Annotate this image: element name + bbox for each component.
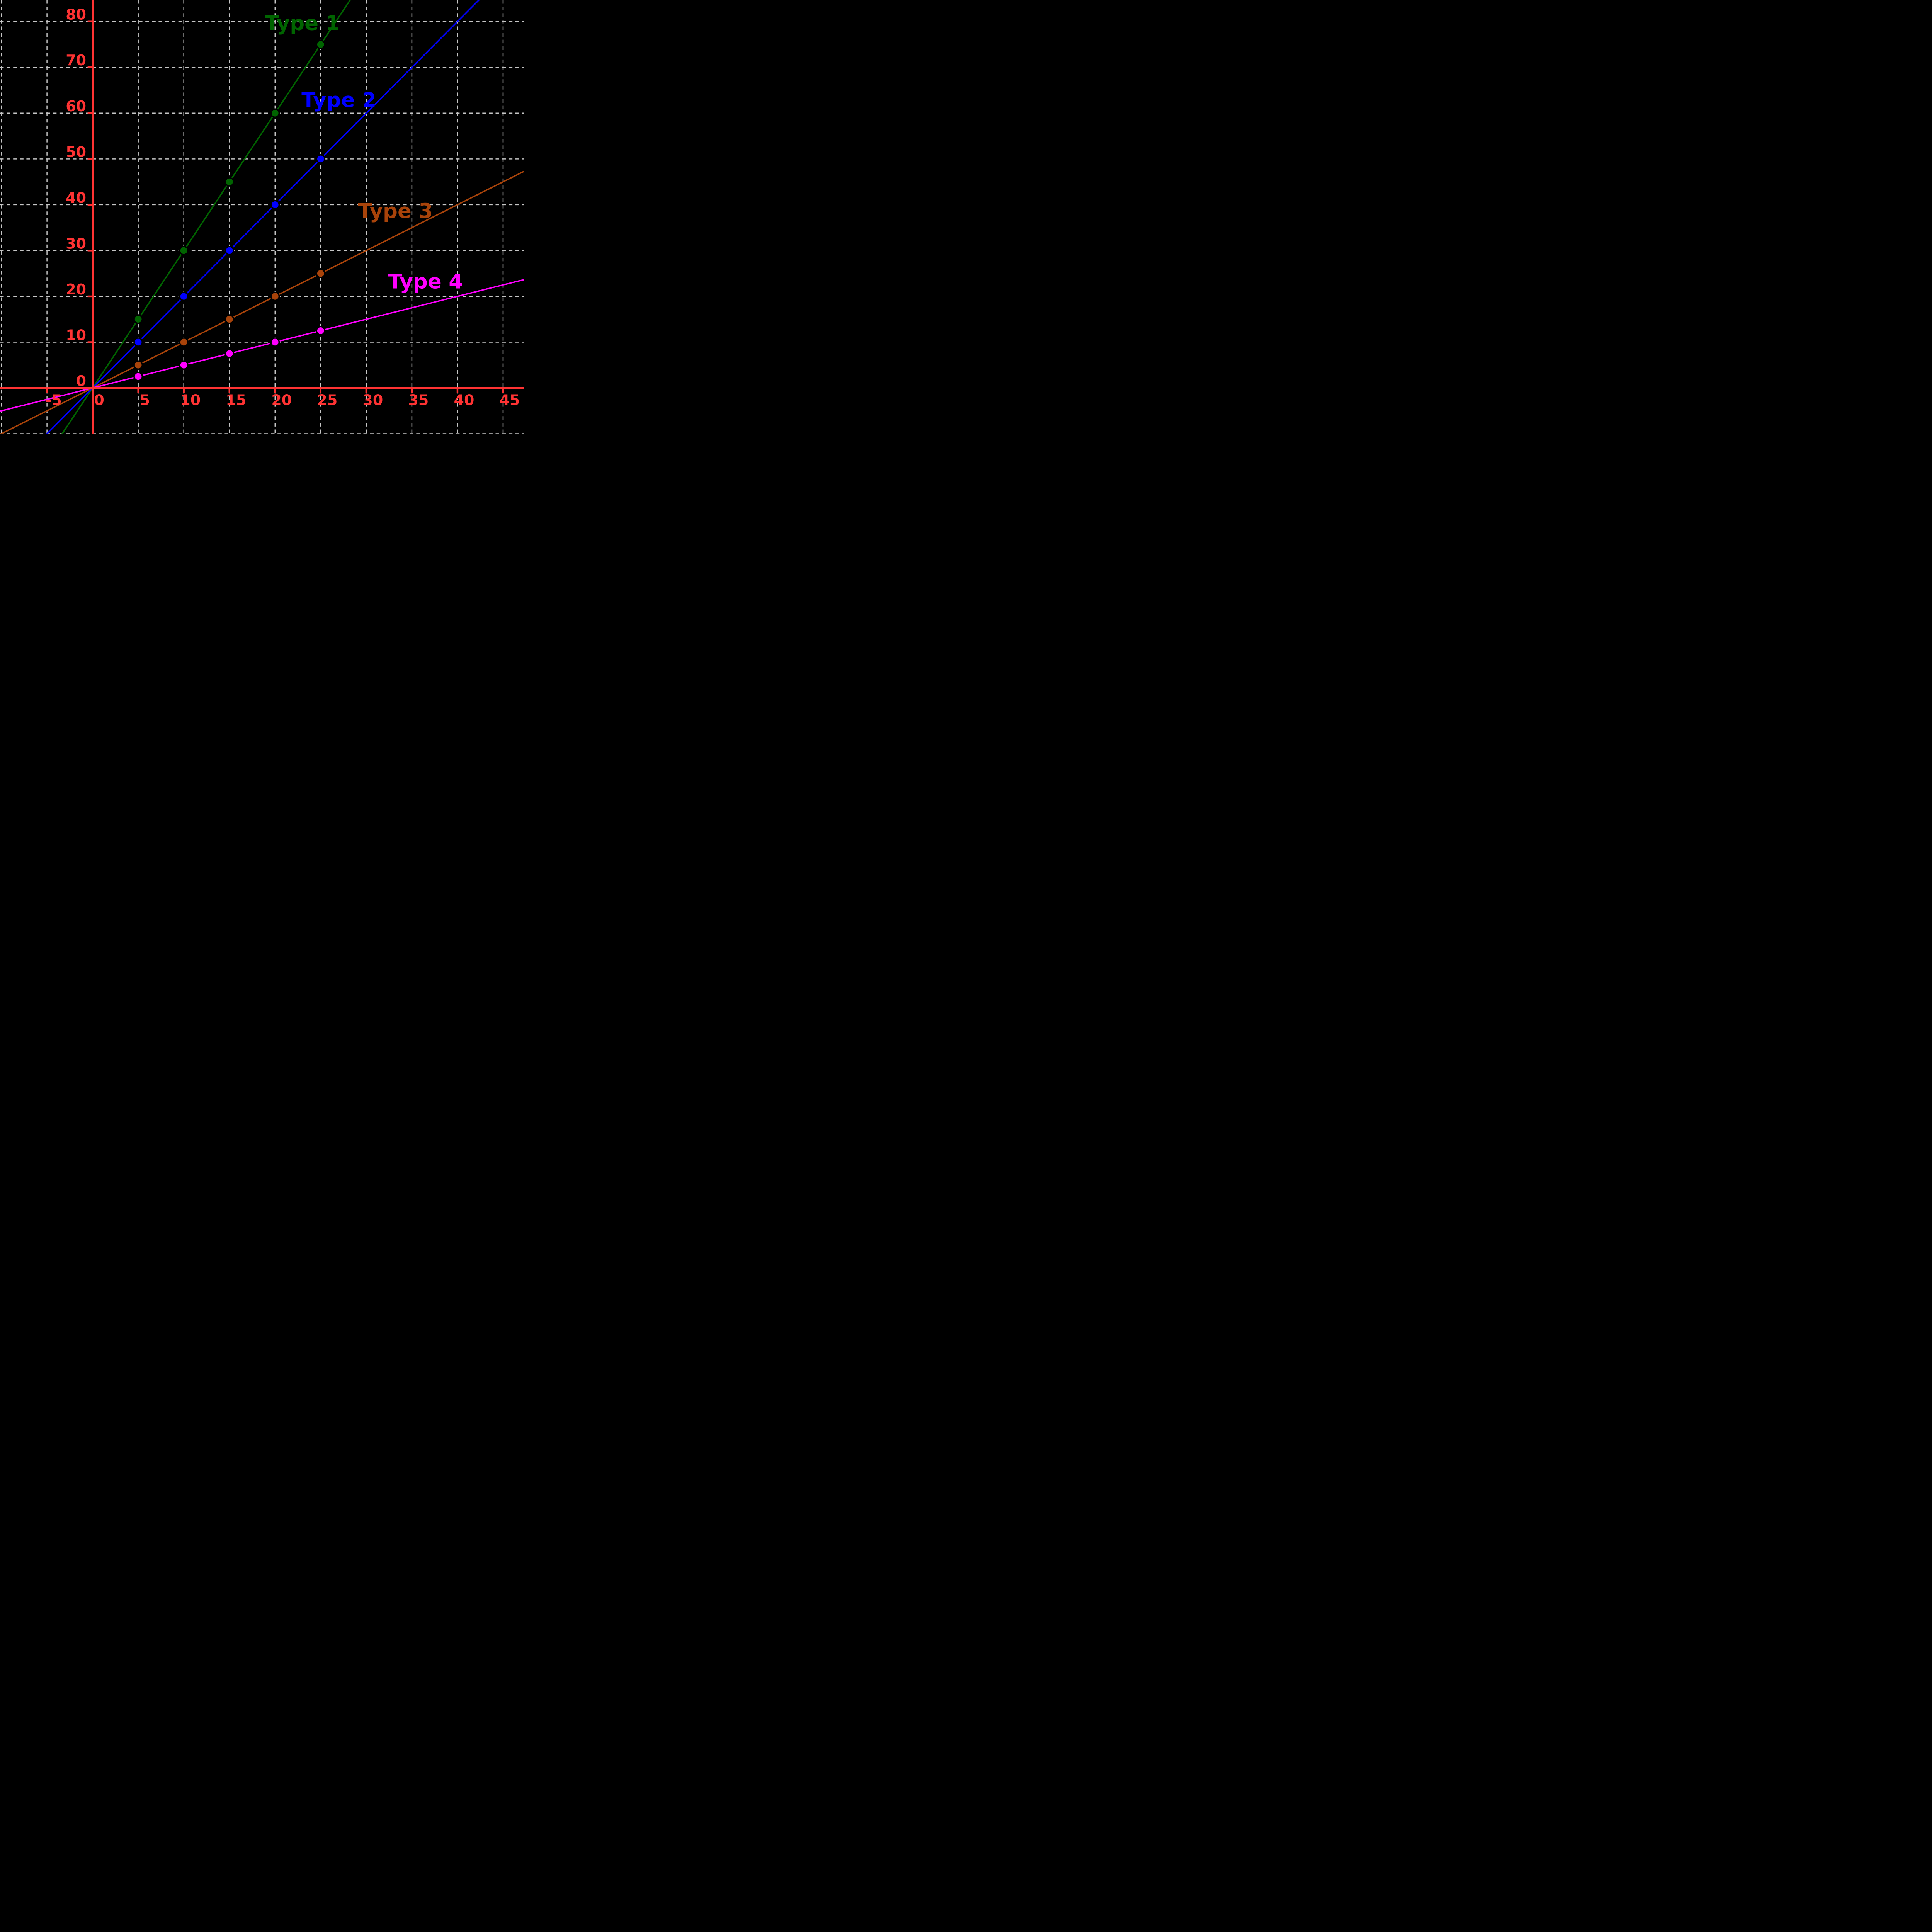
- x-tick-label: 15: [226, 392, 246, 409]
- data-point-type-4: [179, 360, 189, 370]
- data-point-type-3: [270, 291, 280, 301]
- data-point-type-1: [179, 246, 189, 255]
- data-point-type-1: [270, 108, 280, 118]
- data-point-type-2: [133, 337, 143, 347]
- data-point-type-2: [316, 154, 326, 164]
- y-tick-label: 0: [76, 372, 86, 389]
- line-chart-figure: -5 0 5 10 15 20 25 30 35 40 45 0 10 20 30 40 50 60 70 80 Typ…: [0, 0, 524, 434]
- series-label-type-3: Type 3: [358, 199, 433, 223]
- y-tick-label: 80: [66, 6, 86, 23]
- y-tick-label: 40: [66, 189, 86, 206]
- x-tick-label: 40: [454, 392, 474, 409]
- data-point-type-2: [270, 200, 280, 210]
- y-tick-label: 10: [66, 327, 86, 344]
- x-tick-label: -5: [45, 392, 61, 409]
- data-point-type-3: [179, 337, 189, 347]
- series-label-type-2: Type 2: [301, 88, 376, 112]
- series-label-type-1: Type 1: [265, 12, 340, 35]
- y-tick-label: 60: [66, 98, 86, 115]
- y-tick-label: 30: [66, 235, 86, 252]
- y-tick-label: 20: [66, 281, 86, 298]
- y-tick-label: 70: [66, 52, 86, 69]
- x-tick-label: 25: [317, 392, 337, 409]
- data-point-type-4: [270, 337, 280, 347]
- data-point-type-4: [224, 349, 235, 359]
- data-point-type-1: [133, 314, 143, 324]
- series-line-type-2: [46, 0, 480, 434]
- data-point-type-3: [224, 314, 235, 324]
- x-tick-label: 30: [362, 392, 383, 409]
- data-point-type-1: [224, 177, 235, 187]
- data-point-type-2: [179, 291, 189, 301]
- x-tick-label: 0: [94, 392, 104, 409]
- data-point-type-2: [224, 246, 235, 255]
- data-point-type-3: [133, 360, 143, 370]
- series-line-type-3: [0, 170, 524, 434]
- x-tick-label: 35: [408, 392, 429, 409]
- x-tick-label: 20: [271, 392, 292, 409]
- series-line-type-4: [0, 279, 524, 412]
- data-point-type-4: [316, 326, 326, 336]
- series-line-type-1: [61, 0, 351, 434]
- data-point-type-3: [316, 269, 326, 279]
- data-point-type-1: [316, 39, 326, 49]
- y-tick-label: 50: [66, 143, 86, 160]
- line-chart-canvas: -5 0 5 10 15 20 25 30 35 40 45 0 10 20 30 40 50 60 70 80 Typ…: [0, 0, 524, 434]
- x-tick-label: 10: [180, 392, 201, 409]
- x-tick-label: 5: [139, 392, 150, 409]
- series-label-type-4: Type 4: [388, 270, 463, 293]
- x-tick-label: 45: [500, 392, 520, 409]
- data-point-type-4: [133, 372, 143, 381]
